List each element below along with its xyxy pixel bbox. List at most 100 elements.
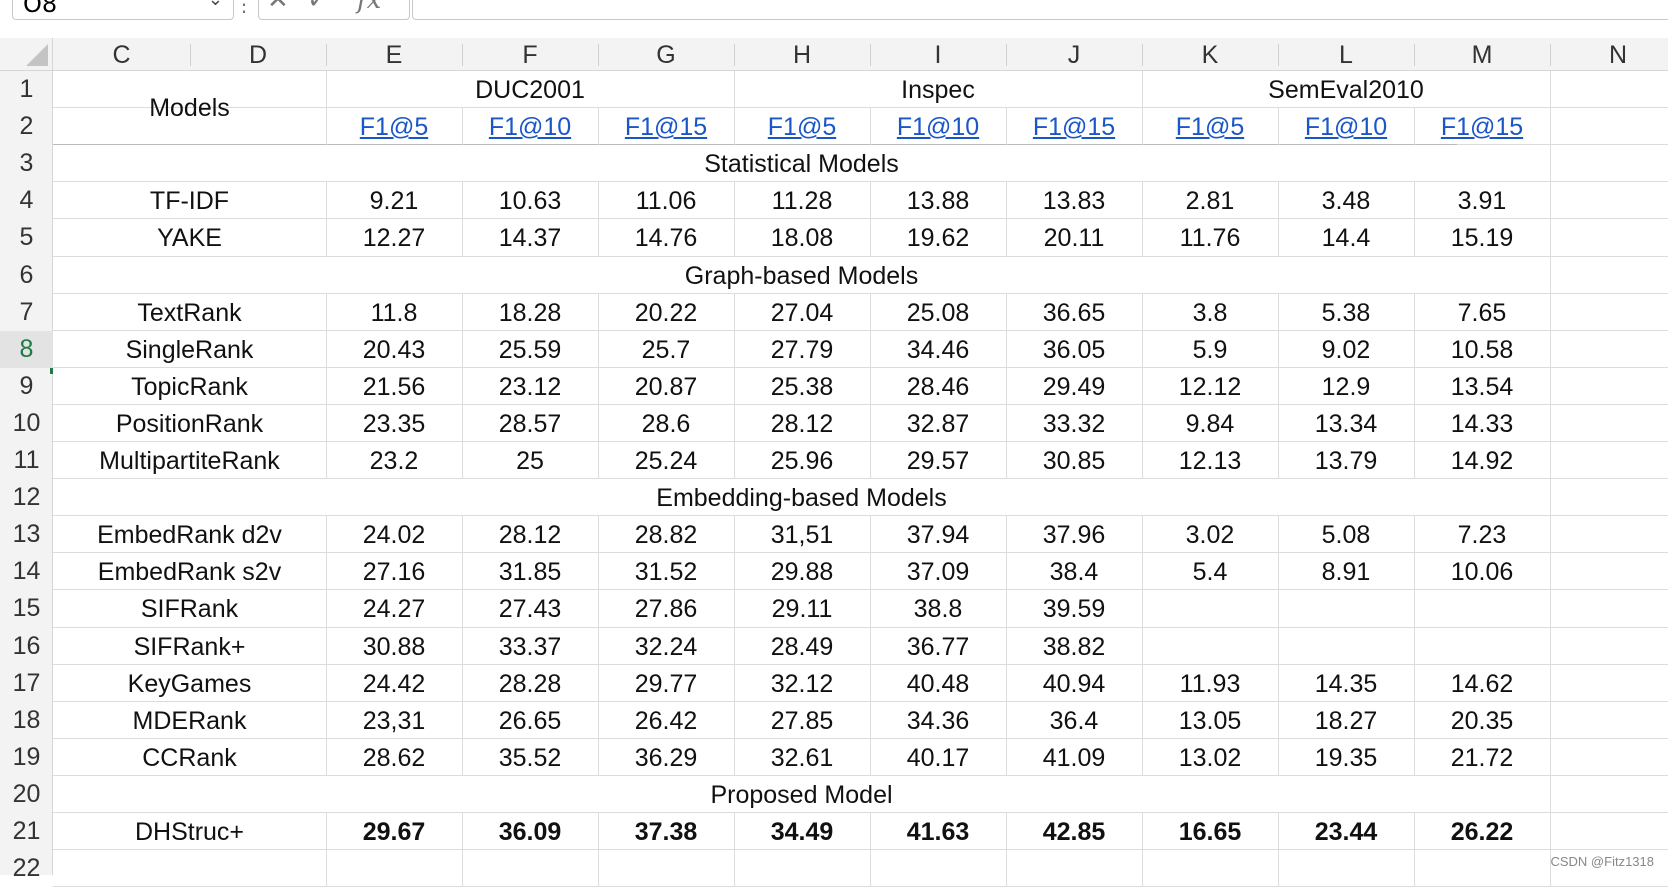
row-header-21[interactable]: 21 — [12, 817, 41, 845]
score-cell[interactable]: 38.8 — [913, 595, 963, 624]
score-cell[interactable]: 31,51 — [770, 521, 834, 550]
score-cell[interactable]: 39.59 — [1042, 595, 1106, 624]
model-name[interactable]: TopicRank — [131, 372, 248, 401]
row-header-12[interactable]: 12 — [12, 483, 41, 512]
row-header-16[interactable]: 16 — [12, 631, 41, 660]
score-cell[interactable]: 11.93 — [1179, 669, 1241, 698]
score-cell[interactable]: 27.43 — [498, 595, 562, 624]
score-cell[interactable]: 28.12 — [770, 409, 834, 438]
score-cell[interactable]: 18.08 — [770, 224, 834, 253]
score-cell[interactable]: 27.85 — [770, 706, 834, 735]
score-cell[interactable]: 13.83 — [1042, 187, 1106, 216]
score-cell[interactable]: 13.88 — [906, 187, 970, 216]
score-cell[interactable]: 21.72 — [1450, 743, 1514, 772]
score-cell[interactable]: 14.76 — [634, 224, 698, 253]
score-cell[interactable]: 40.94 — [1042, 669, 1106, 698]
score-cell[interactable]: 20.35 — [1450, 706, 1514, 735]
model-name[interactable]: YAKE — [157, 224, 222, 253]
score-cell[interactable]: 28.28 — [498, 669, 562, 698]
score-cell[interactable]: 26.22 — [1450, 818, 1514, 846]
score-cell[interactable]: 14.62 — [1450, 669, 1514, 698]
row-header-5[interactable]: 5 — [19, 223, 34, 252]
score-cell[interactable]: 35.52 — [498, 743, 562, 772]
score-cell[interactable]: 18.28 — [498, 298, 562, 327]
score-cell[interactable]: 12.9 — [1321, 372, 1371, 401]
models-header[interactable]: Models — [149, 94, 230, 122]
score-cell[interactable]: 25 — [516, 447, 544, 475]
model-name[interactable]: SIFRank — [140, 595, 239, 624]
column-header-f[interactable]: F — [522, 41, 538, 69]
score-cell[interactable]: 28.12 — [498, 521, 562, 550]
score-cell[interactable]: 41.63 — [906, 818, 970, 846]
score-cell[interactable]: 24.27 — [362, 595, 426, 624]
metric-header[interactable]: F1@15 — [624, 113, 708, 142]
row-header-11[interactable]: 11 — [13, 446, 40, 474]
row-header-15[interactable]: 15 — [12, 594, 41, 623]
score-cell[interactable]: 9.84 — [1185, 409, 1235, 438]
score-cell[interactable]: 12.12 — [1178, 372, 1242, 401]
chevron-down-icon[interactable]: ⌄ — [208, 0, 223, 13]
score-cell[interactable]: 31.52 — [634, 558, 698, 587]
select-all-corner[interactable] — [0, 38, 53, 71]
function-icon[interactable]: fx — [357, 0, 382, 15]
score-cell[interactable]: 25.7 — [641, 335, 691, 364]
score-cell[interactable]: 11.28 — [771, 187, 833, 216]
row-header-20[interactable]: 20 — [12, 779, 41, 808]
score-cell[interactable]: 23.35 — [362, 409, 426, 438]
score-cell[interactable]: 36.29 — [634, 743, 698, 772]
metric-header[interactable]: F1@15 — [1440, 113, 1524, 142]
score-cell[interactable]: 32.24 — [634, 632, 698, 661]
score-cell[interactable]: 25.24 — [634, 447, 698, 475]
cancel-icon[interactable]: ✕ — [267, 0, 289, 15]
score-cell[interactable]: 21.56 — [362, 372, 426, 401]
score-cell[interactable]: 10.58 — [1450, 335, 1514, 364]
score-cell[interactable]: 32.61 — [770, 743, 834, 772]
score-cell[interactable]: 14.4 — [1321, 224, 1371, 253]
row-header-1[interactable]: 1 — [19, 75, 34, 103]
name-box[interactable]: O8 ⌄ — [12, 0, 234, 20]
score-cell[interactable]: 29.57 — [906, 447, 970, 475]
row-header-17[interactable]: 17 — [12, 668, 41, 697]
section-title[interactable]: Graph-based Models — [684, 261, 919, 290]
score-cell[interactable]: 38.82 — [1042, 632, 1106, 661]
score-cell[interactable]: 23.12 — [498, 372, 562, 401]
score-cell[interactable]: 13.79 — [1314, 447, 1378, 475]
score-cell[interactable]: 32.12 — [770, 669, 834, 698]
column-header-h[interactable]: H — [792, 41, 812, 69]
model-name[interactable]: EmbedRank s2v — [97, 558, 282, 587]
model-name[interactable]: MultipartiteRank — [99, 447, 280, 475]
row-header-7[interactable]: 7 — [19, 297, 34, 326]
row-header-8[interactable]: 8 — [0, 330, 53, 368]
dataset-header[interactable]: DUC2001 — [475, 76, 585, 104]
column-header-k[interactable]: K — [1201, 41, 1219, 69]
score-cell[interactable]: 13.34 — [1314, 409, 1378, 438]
confirm-icon[interactable]: ✓ — [307, 0, 329, 15]
score-cell[interactable]: 14.37 — [498, 224, 562, 253]
score-cell[interactable]: 29.88 — [770, 558, 834, 587]
column-header-l[interactable]: L — [1339, 41, 1353, 69]
score-cell[interactable]: 28.49 — [770, 632, 834, 661]
model-name[interactable]: SIFRank+ — [133, 632, 246, 661]
metric-header[interactable]: F1@5 — [359, 113, 429, 142]
model-name[interactable]: TF-IDF — [149, 187, 230, 216]
score-cell[interactable]: 16.65 — [1178, 818, 1242, 846]
score-cell[interactable]: 29.67 — [362, 818, 426, 846]
metric-header[interactable]: F1@10 — [1304, 113, 1388, 142]
score-cell[interactable]: 37.94 — [906, 521, 970, 550]
score-cell[interactable]: 36.09 — [498, 818, 562, 846]
metric-header[interactable]: F1@10 — [488, 113, 572, 142]
score-cell[interactable]: 34.49 — [770, 818, 834, 846]
score-cell[interactable]: 5.08 — [1321, 521, 1371, 550]
score-cell[interactable]: 37.38 — [634, 818, 698, 846]
model-name[interactable]: TextRank — [137, 298, 242, 327]
score-cell[interactable]: 37.96 — [1042, 521, 1106, 550]
column-header-j[interactable]: J — [1067, 41, 1081, 69]
score-cell[interactable]: 5.38 — [1321, 298, 1371, 327]
metric-header[interactable]: F1@15 — [1032, 113, 1116, 142]
score-cell[interactable]: 34.46 — [906, 335, 970, 364]
score-cell[interactable]: 18.27 — [1314, 706, 1378, 735]
column-header-n[interactable]: N — [1608, 41, 1628, 69]
row-header-22[interactable]: 22 — [12, 854, 41, 883]
score-cell[interactable]: 25.38 — [770, 372, 834, 401]
